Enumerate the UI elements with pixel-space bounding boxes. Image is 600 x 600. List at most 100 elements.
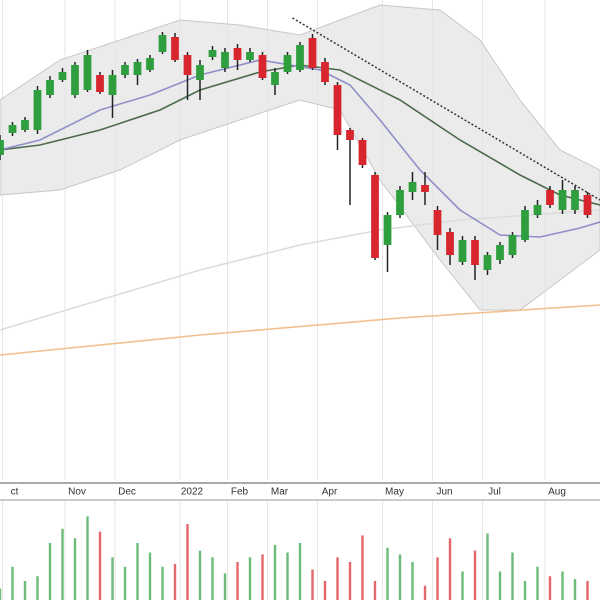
x-tick-label: ct [11,487,19,498]
volume-bar [273,544,277,600]
volume-bar [86,516,89,600]
x-tick-label: Jun [436,487,452,498]
volume-bar [311,569,314,600]
volume-bar [73,538,77,600]
volume-bar [136,543,139,600]
volume-bar [148,552,152,600]
volume-bar [211,557,214,600]
volume-bar [511,552,514,600]
volume-bar [373,581,377,600]
volume-bar [123,566,127,600]
volume-bar [448,538,452,600]
candle-body [508,235,517,255]
volume-bar [386,547,389,600]
x-tick-label: May [385,487,404,498]
candle-body [471,240,479,265]
candle-body [358,140,367,165]
volume-bar [198,550,202,600]
x-tick-label: Dec [118,487,136,498]
candle-body [458,240,467,262]
candle-body [21,120,29,130]
volume-bar [323,581,327,600]
volume-bar [298,543,302,600]
moving-average-line [0,209,600,331]
candle-body [133,62,142,75]
candle-body [546,190,554,205]
volume-bar [573,579,577,600]
x-tick-label: Mar [271,487,289,498]
candle-body [208,50,217,57]
candle-body [0,140,4,155]
x-tick-label: Feb [231,487,249,498]
candle-body [246,52,254,60]
candle-body [371,175,379,258]
volume-bar [261,554,264,600]
volume-bar [223,573,227,600]
volume-bar [361,535,364,600]
volume-bar [436,557,439,600]
volume-bar [411,562,414,600]
candle-body [446,232,454,255]
volume-bar [473,550,477,600]
volume-bar [186,524,189,600]
candle-body [171,37,179,60]
volume-bar [111,557,114,600]
candle-body [383,215,392,245]
volume-bar [523,581,527,600]
candle-body [396,190,404,215]
candle-body [496,245,504,260]
candle-body [183,55,192,75]
candle-body [558,190,567,210]
candle-body [71,65,79,95]
volume-bar [286,552,289,600]
trend-line [292,17,600,201]
candle-body [583,195,592,215]
volume-bar [248,557,252,600]
candle-body [533,205,542,215]
volume-bar [461,571,464,600]
candle-body [346,130,354,140]
candle-body [8,125,17,133]
x-tick-label: Jul [488,487,501,498]
candle-body [521,210,529,240]
candle-body [158,35,167,52]
volume-bar [498,571,502,600]
volume-bar [423,585,427,600]
candle-body [421,185,429,192]
volume-bar [586,581,589,600]
moving-average-line [0,304,600,356]
candle-body [433,210,442,235]
x-tick-label: Apr [322,487,338,498]
candle-body [108,75,117,95]
candle-body [333,85,342,135]
candle-body [83,55,92,90]
volume-bar [161,566,164,600]
volume-bar [98,531,102,600]
volume-bar [11,566,14,600]
volume-bar [36,576,39,600]
volume-bar [48,543,52,600]
volume-bar [61,528,64,600]
candle-body [571,190,579,210]
volume-bar [23,581,27,600]
volume-bar [398,554,402,600]
volume-bar [336,557,339,600]
x-tick-label: Aug [548,487,566,498]
candle-body [46,80,54,95]
candle-body [321,62,329,82]
candle-body [58,72,67,80]
candle-body [33,90,42,130]
candle-body [196,65,204,80]
candle-body [121,65,129,75]
candle-body [258,55,267,78]
volume-bar [348,562,352,600]
candle-body [283,55,292,72]
volume-bar [536,566,539,600]
candle-body [296,45,304,70]
candle-body [308,38,317,68]
volume-bar [561,571,564,600]
volume-bar [0,588,2,600]
candle-body [96,75,104,92]
